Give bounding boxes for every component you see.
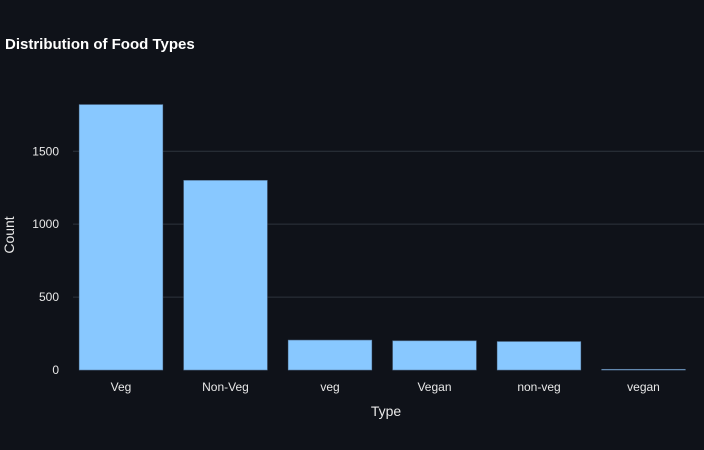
label-layer: 0 500 1000 1500 Veg Non-Veg veg Vegan non-veg veg… xyxy=(32,144,660,394)
y-tick-label: 500 xyxy=(39,290,59,304)
x-tick-label: Veg xyxy=(111,380,132,394)
bar-5[interactable] xyxy=(601,368,686,371)
grid-layer xyxy=(73,150,704,298)
x-tick-label: vegan xyxy=(627,380,660,394)
x-tick-label: Vegan xyxy=(417,380,451,394)
x-tick-label: Non-Veg xyxy=(202,380,249,394)
y-tick-label: 1500 xyxy=(32,144,59,158)
y-tick-label: 0 xyxy=(52,363,59,377)
x-tick-label: non-veg xyxy=(517,380,560,394)
bar-layer xyxy=(78,104,686,371)
y-axis-title: Count xyxy=(1,216,17,253)
bar-1[interactable] xyxy=(183,180,268,371)
y-tick-label: 1000 xyxy=(32,217,59,231)
chart-title: Distribution of Food Types xyxy=(5,36,195,53)
bar-2[interactable] xyxy=(287,339,373,371)
x-axis-title: Type xyxy=(371,403,402,419)
bar-4[interactable] xyxy=(496,341,582,371)
bar-0[interactable] xyxy=(78,104,164,371)
bar-3[interactable] xyxy=(392,340,477,371)
x-tick-label: veg xyxy=(320,380,339,394)
